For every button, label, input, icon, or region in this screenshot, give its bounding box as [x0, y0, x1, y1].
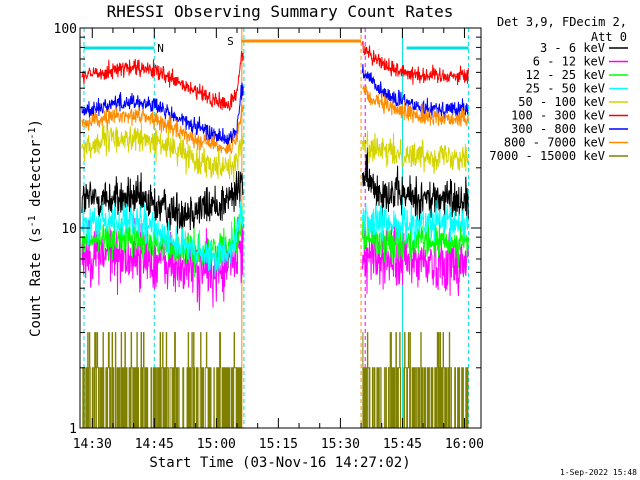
series-line: [81, 82, 244, 148]
y-axis-label-part1: Count Rate (s: [28, 227, 44, 337]
legend-label: 6 - 12 keV: [533, 55, 605, 69]
series-line: [362, 200, 469, 249]
series-6: [81, 64, 469, 148]
legend-label: 100 - 300 keV: [511, 109, 605, 123]
x-tick-label: 14:30: [73, 437, 112, 452]
series-line: [81, 332, 244, 428]
legend-header-line1: Det 3,9, FDecim 2,: [497, 15, 627, 29]
x-tick-label: 15:45: [383, 437, 422, 452]
series-8: [81, 332, 469, 428]
time-interval-annotations: NS: [83, 35, 469, 55]
series-7: [81, 84, 469, 155]
x-tick-label: 15:15: [259, 437, 298, 452]
legend-label: 50 - 100 keV: [518, 95, 605, 109]
x-tick-label: 16:00: [445, 437, 484, 452]
legend-label: 12 - 25 keV: [526, 68, 605, 82]
legend-label: 300 - 800 keV: [511, 122, 605, 136]
interval-label: S: [227, 35, 234, 48]
series-line: [362, 147, 469, 225]
series-4: [81, 123, 469, 184]
x-axis-label: Start Time (03-Nov-16 14:27:02): [149, 455, 410, 471]
y-tick-label: 100: [54, 22, 77, 37]
y-tick-label: 1: [69, 422, 77, 437]
y-axis-label-sup1: -1: [27, 215, 38, 227]
y-axis-label: Count Rate (s-1 detector-1): [27, 119, 44, 337]
y-axis-label-part2: detector: [28, 140, 44, 216]
series-line: [362, 130, 469, 175]
y-axis-label-part3: ): [28, 119, 44, 127]
interval-label: N: [157, 42, 164, 55]
generation-timestamp: 1-Sep-2022 15:48: [560, 468, 637, 477]
y-axis: 1 10 100: [54, 22, 481, 437]
y-tick-label: 10: [61, 222, 77, 237]
legend-label: 800 - 7000 keV: [504, 136, 605, 150]
x-axis: 14:30 14:45 15:00 15:15 15:30 15:45 16:00: [73, 28, 484, 452]
series-line: [362, 64, 469, 119]
series-line: [81, 201, 244, 277]
series-line: [81, 123, 244, 184]
x-tick-label: 14:45: [135, 437, 174, 452]
y-axis-label-sup2: -1: [27, 127, 38, 139]
legend-label: 7000 - 15000 keV: [489, 149, 605, 163]
x-tick-label: 15:00: [197, 437, 236, 452]
legend-header-line2: Att 0: [591, 30, 627, 44]
series-3: [81, 200, 469, 277]
series-line: [362, 40, 469, 86]
series-line: [362, 332, 469, 428]
legend-label: 3 - 6 keV: [540, 41, 605, 55]
legend-label: 25 - 50 keV: [526, 82, 605, 96]
series-line: [362, 84, 469, 127]
series-line: [81, 51, 244, 112]
series-line: [81, 104, 244, 155]
chart-title: RHESSI Observing Summary Count Rates: [107, 2, 454, 21]
series-group: [81, 40, 469, 428]
series-5: [81, 40, 469, 112]
x-tick-label: 15:30: [321, 437, 360, 452]
